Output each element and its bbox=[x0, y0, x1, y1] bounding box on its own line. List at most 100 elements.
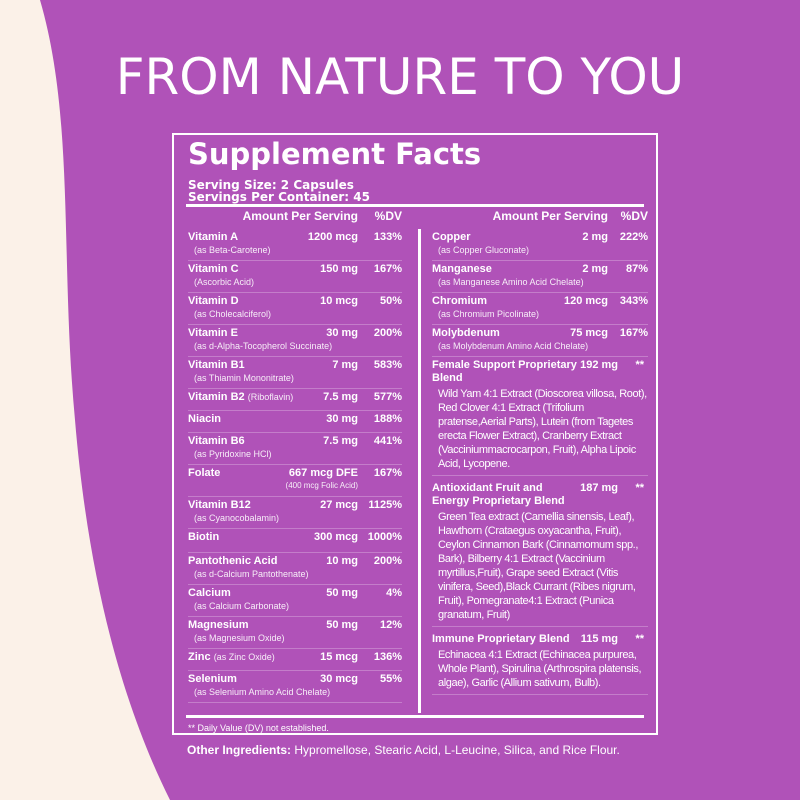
nutrient-amount: 300 mcg bbox=[313, 531, 358, 543]
nutrient-source: (as Cholecalciferol) bbox=[194, 309, 272, 319]
nutrient-name: Magnesium bbox=[188, 619, 249, 631]
nutrient-dv: 200% bbox=[373, 555, 402, 567]
nutrient-amount: 10 mg bbox=[326, 555, 358, 567]
nutrient-source: (as Zinc Oxide) bbox=[213, 652, 275, 662]
proprietary-blend: Immune Proprietary Blend 115 mg ** Echinace… bbox=[432, 631, 648, 695]
supplement-facts-panel: Supplement Facts Serving Size: 2 Capsule… bbox=[172, 133, 658, 735]
nutrient-source: (as Cyanocobalamin) bbox=[194, 513, 280, 523]
nutrient-dv: 441% bbox=[373, 435, 402, 447]
nutrient-source: (as Molybdenum Amino Acid Chelate) bbox=[438, 341, 589, 351]
headline: FROM NATURE TO YOU bbox=[115, 48, 685, 106]
nutrient-amount: 27 mcg bbox=[320, 499, 358, 511]
nutrient-name: Vitamin B12 bbox=[188, 499, 251, 511]
nutrient-amount: 667 mcg DFE bbox=[288, 467, 358, 479]
right-nutrient-list: Copper (as Copper Gluconate) 2 mg 222% Manga… bbox=[432, 229, 648, 699]
blend-ingredients: Wild Yam 4:1 Extract (Dioscorea villosa,… bbox=[438, 388, 647, 470]
nutrient-row: Copper (as Copper Gluconate) 2 mg 222% bbox=[432, 229, 648, 261]
nutrient-row: Selenium (as Selenium Amino Acid Chelate)… bbox=[188, 671, 402, 703]
nutrient-name: Vitamin C bbox=[188, 263, 239, 275]
nutrient-row: Vitamin B1 (as Thiamin Mononitrate) 7 mg 58… bbox=[188, 357, 402, 389]
nutrient-amount: 2 mg bbox=[582, 231, 608, 243]
nutrient-amount: 7.5 mg bbox=[323, 435, 358, 447]
nutrient-dv: 188% bbox=[373, 413, 402, 425]
nutrient-dv: 55% bbox=[379, 673, 402, 685]
nutrient-amount: 50 mg bbox=[326, 619, 358, 631]
nutrient-source: (Riboflavin) bbox=[247, 392, 294, 402]
nutrient-source: (as Selenium Amino Acid Chelate) bbox=[194, 687, 331, 697]
nutrient-dv: 583% bbox=[373, 359, 402, 371]
nutrient-row: Chromium (as Chromium Picolinate) 120 mcg 3… bbox=[432, 293, 648, 325]
nutrient-name: Biotin bbox=[188, 531, 220, 543]
nutrient-dv: 1000% bbox=[367, 531, 402, 543]
serving-size: Serving Size: 2 Capsules bbox=[188, 178, 354, 192]
nutrient-row: Molybdenum (as Molybdenum Amino Acid Chel… bbox=[432, 325, 648, 357]
nutrient-amount: 7.5 mg bbox=[323, 391, 358, 403]
nutrient-row: Vitamin B6 (as Pyridoxine HCl) 7.5 mg 441% bbox=[188, 433, 402, 465]
nutrient-row: Manganese (as Manganese Amino Acid Chelat… bbox=[432, 261, 648, 293]
nutrient-source: (as Calcium Carbonate) bbox=[194, 601, 290, 611]
nutrient-name: Selenium bbox=[188, 673, 237, 685]
nutrient-dv: 136% bbox=[373, 651, 402, 663]
nutrient-name: Vitamin B1 bbox=[188, 359, 245, 371]
nutrient-row: Magnesium (as Magnesium Oxide) 50 mg 12% bbox=[188, 617, 402, 649]
nutrient-row: Vitamin E (as d-Alpha-Tocopherol Succinat… bbox=[188, 325, 402, 357]
nutrient-dv: 222% bbox=[619, 231, 648, 243]
other-ingredients-label: Other Ingredients: bbox=[187, 743, 292, 757]
nutrient-name: Molybdenum bbox=[432, 327, 500, 339]
nutrient-source: (as Beta-Carotene) bbox=[194, 245, 271, 255]
nutrient-dv: 343% bbox=[619, 295, 648, 307]
blend-amount: 192 mg bbox=[580, 359, 618, 371]
nutrient-amount: 120 mcg bbox=[563, 295, 608, 307]
nutrient-dv: 133% bbox=[373, 231, 402, 243]
nutrient-amount: 15 mcg bbox=[320, 651, 358, 663]
nutrient-dv: 4% bbox=[386, 587, 402, 599]
nutrient-amount: 1200 mcg bbox=[307, 231, 358, 243]
servings-per-container: Servings Per Container: 45 bbox=[188, 190, 370, 204]
nutrient-name: Copper bbox=[432, 231, 471, 243]
nutrient-dv: 167% bbox=[619, 327, 648, 339]
nutrient-source: (as Thiamin Mononitrate) bbox=[194, 373, 294, 383]
blend-ingredients: Echinacea 4:1 Extract (Echinacea purpure… bbox=[438, 649, 642, 689]
nutrient-name: Niacin bbox=[188, 413, 222, 425]
column-divider bbox=[418, 229, 421, 713]
nutrient-amount: 75 mcg bbox=[570, 327, 608, 339]
nutrient-source: (as Magnesium Oxide) bbox=[194, 633, 285, 643]
nutrient-row: Pantothenic Acid (as d-Calcium Pantothena… bbox=[188, 553, 402, 585]
nutrient-dv: 577% bbox=[373, 391, 402, 403]
nutrient-row: Vitamin B12 (as Cyanocobalamin) 27 mcg 1125… bbox=[188, 497, 402, 529]
bottom-rule bbox=[186, 715, 644, 718]
nutrient-dv: 167% bbox=[373, 263, 402, 275]
nutrient-dv: 167% bbox=[373, 467, 402, 479]
proprietary-blend: Antioxidant Fruit and Energy Proprietary… bbox=[432, 480, 648, 627]
nutrient-amount: 30 mg bbox=[326, 413, 358, 425]
nutrient-source: (Ascorbic Acid) bbox=[194, 277, 255, 287]
nutrient-row: Calcium (as Calcium Carbonate) 50 mg 4% bbox=[188, 585, 402, 617]
blend-name: Antioxidant Fruit and Energy Proprietary… bbox=[432, 482, 565, 507]
nutrient-name: Manganese bbox=[432, 263, 492, 275]
nutrient-row: Folate 667 mcg DFE (400 mcg Folic Acid) 167… bbox=[188, 465, 402, 497]
nutrient-source: (as d-Calcium Pantothenate) bbox=[194, 569, 309, 579]
nutrient-source: (as Copper Gluconate) bbox=[438, 245, 530, 255]
header-dv-left: %DV bbox=[374, 209, 402, 223]
nutrient-source: (as Manganese Amino Acid Chelate) bbox=[438, 277, 584, 287]
other-ingredients: Other Ingredients: Hypromellose, Stearic… bbox=[187, 743, 620, 757]
nutrient-amount: 10 mcg bbox=[320, 295, 358, 307]
blend-amount: 115 mg bbox=[580, 633, 618, 645]
nutrient-amount: 150 mg bbox=[320, 263, 358, 275]
nutrient-name: Vitamin D bbox=[188, 295, 239, 307]
blend-dv: ** bbox=[635, 482, 644, 494]
blend-amount: 187 mg bbox=[580, 482, 618, 494]
nutrient-dv: 87% bbox=[625, 263, 648, 275]
nutrient-amount: 7 mg bbox=[332, 359, 358, 371]
blend-name: Female Support Proprietary Blend bbox=[432, 359, 577, 384]
nutrient-row: Vitamin C (Ascorbic Acid) 150 mg 167% bbox=[188, 261, 402, 293]
left-nutrient-list: Vitamin A (as Beta-Carotene) 1200 mcg 133% V… bbox=[188, 229, 402, 703]
nutrient-row: Biotin 300 mcg 1000% bbox=[188, 529, 402, 553]
proprietary-blend: Female Support Proprietary Blend 192 mg **… bbox=[432, 357, 648, 476]
nutrient-name: Vitamin B2 (Riboflavin) bbox=[188, 391, 294, 403]
nutrient-source: (as d-Alpha-Tocopherol Succinate) bbox=[194, 341, 333, 351]
nutrient-row: Niacin 30 mg 188% bbox=[188, 411, 402, 433]
nutrient-dv: 1125% bbox=[368, 499, 402, 511]
nutrient-name: Vitamin E bbox=[188, 327, 238, 339]
nutrient-amount: 50 mg bbox=[326, 587, 358, 599]
